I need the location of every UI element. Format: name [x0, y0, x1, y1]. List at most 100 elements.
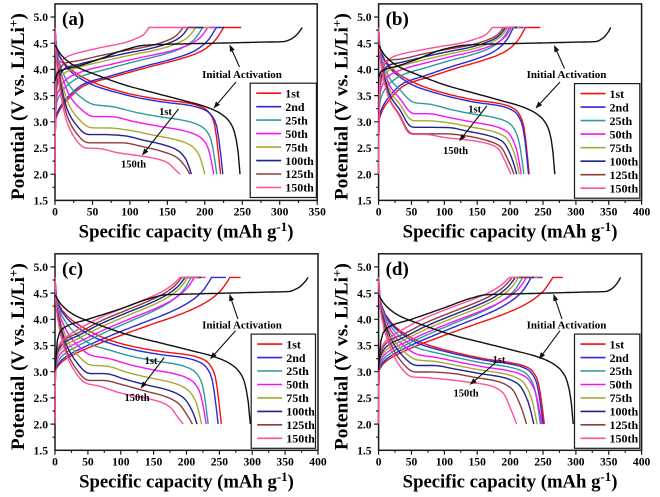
svg-text:250: 250 — [534, 455, 552, 468]
svg-text:200: 200 — [501, 205, 519, 218]
svg-text:150th: 150th — [285, 181, 314, 195]
svg-text:0: 0 — [376, 455, 382, 468]
svg-text:1st: 1st — [286, 337, 301, 351]
svg-text:4.0: 4.0 — [34, 314, 49, 327]
svg-text:0: 0 — [52, 455, 58, 468]
svg-text:(d): (d) — [386, 259, 409, 280]
svg-text:50: 50 — [406, 455, 418, 468]
svg-text:150: 150 — [469, 205, 487, 218]
svg-text:Specific capacity (mAh g-1): Specific capacity (mAh g-1) — [79, 469, 294, 492]
svg-text:1.5: 1.5 — [357, 445, 372, 458]
svg-text:1.5: 1.5 — [34, 445, 49, 458]
svg-text:250: 250 — [534, 205, 552, 218]
svg-text:75th: 75th — [610, 391, 633, 405]
svg-text:4.5: 4.5 — [34, 287, 49, 300]
svg-text:100: 100 — [112, 455, 130, 468]
svg-text:125th: 125th — [286, 418, 315, 432]
svg-text:3.5: 3.5 — [34, 340, 49, 353]
svg-text:4.5: 4.5 — [357, 37, 372, 50]
svg-text:2nd: 2nd — [286, 351, 306, 365]
svg-text:50: 50 — [406, 205, 418, 218]
svg-text:1st: 1st — [145, 356, 158, 367]
svg-text:1st: 1st — [285, 86, 300, 100]
svg-text:400: 400 — [633, 205, 651, 218]
svg-text:Potential (V vs. Li/Li+): Potential (V vs. Li/Li+) — [6, 13, 29, 200]
svg-text:4.0: 4.0 — [357, 314, 372, 327]
svg-text:Potential (V vs. Li/Li+): Potential (V vs. Li/Li+) — [329, 13, 352, 200]
svg-text:400: 400 — [309, 455, 327, 468]
svg-text:4.5: 4.5 — [34, 37, 49, 50]
svg-text:50: 50 — [82, 455, 94, 468]
svg-text:125th: 125th — [610, 168, 639, 182]
svg-text:200: 200 — [196, 205, 214, 218]
svg-text:125th: 125th — [610, 418, 639, 432]
svg-text:4.0: 4.0 — [357, 64, 372, 77]
svg-text:3.0: 3.0 — [34, 116, 49, 129]
svg-text:400: 400 — [633, 455, 651, 468]
svg-text:25th: 25th — [285, 113, 308, 127]
svg-text:3.5: 3.5 — [34, 90, 49, 103]
svg-text:Initial Activation: Initial Activation — [202, 69, 282, 81]
svg-text:2.5: 2.5 — [34, 392, 49, 405]
svg-text:1.5: 1.5 — [357, 195, 372, 208]
svg-text:100th: 100th — [610, 154, 639, 168]
svg-text:2nd: 2nd — [610, 351, 630, 365]
svg-text:50th: 50th — [286, 378, 309, 392]
svg-text:100: 100 — [436, 205, 454, 218]
svg-text:150th: 150th — [443, 146, 468, 157]
svg-text:5.0: 5.0 — [34, 11, 49, 24]
svg-text:3.0: 3.0 — [357, 116, 372, 129]
svg-text:3.0: 3.0 — [357, 366, 372, 379]
svg-text:150th: 150th — [610, 432, 639, 446]
svg-text:200: 200 — [501, 455, 519, 468]
svg-text:3.5: 3.5 — [357, 90, 372, 103]
svg-text:5.0: 5.0 — [34, 261, 49, 274]
svg-text:25th: 25th — [610, 364, 633, 378]
svg-text:1st: 1st — [468, 105, 481, 116]
svg-text:3.0: 3.0 — [34, 366, 49, 379]
svg-text:150th: 150th — [121, 160, 146, 171]
svg-text:0: 0 — [376, 205, 382, 218]
svg-text:5.0: 5.0 — [357, 261, 372, 274]
svg-text:125th: 125th — [285, 167, 314, 181]
svg-text:350: 350 — [276, 455, 294, 468]
svg-text:Potential (V vs. Li/Li+): Potential (V vs. Li/Li+) — [6, 263, 29, 450]
svg-text:75th: 75th — [610, 141, 633, 155]
svg-text:Specific capacity (mAh g-1): Specific capacity (mAh g-1) — [403, 469, 618, 492]
svg-text:Specific capacity (mAh g-1): Specific capacity (mAh g-1) — [79, 219, 294, 242]
svg-text:25th: 25th — [610, 114, 633, 128]
svg-text:150: 150 — [469, 455, 487, 468]
svg-text:250: 250 — [234, 205, 252, 218]
svg-text:Specific capacity (mAh g-1): Specific capacity (mAh g-1) — [403, 219, 618, 242]
svg-text:1st: 1st — [610, 87, 625, 101]
svg-text:100: 100 — [436, 455, 454, 468]
svg-text:(c): (c) — [62, 259, 83, 280]
svg-text:150: 150 — [159, 205, 177, 218]
svg-text:3.5: 3.5 — [357, 340, 372, 353]
svg-text:100th: 100th — [610, 405, 639, 419]
svg-text:2.5: 2.5 — [357, 142, 372, 155]
svg-text:5.0: 5.0 — [357, 11, 372, 24]
svg-text:1st: 1st — [493, 355, 506, 366]
svg-text:300: 300 — [567, 205, 585, 218]
svg-text:Potential (V vs. Li/Li+): Potential (V vs. Li/Li+) — [329, 263, 352, 450]
svg-text:150: 150 — [145, 455, 163, 468]
svg-text:2nd: 2nd — [610, 100, 630, 114]
svg-text:2nd: 2nd — [285, 100, 305, 114]
svg-text:Initial Activation: Initial Activation — [527, 320, 607, 332]
svg-text:75th: 75th — [286, 391, 309, 405]
svg-text:350: 350 — [309, 205, 327, 218]
svg-text:1st: 1st — [159, 107, 172, 118]
svg-text:300: 300 — [567, 455, 585, 468]
svg-text:50th: 50th — [285, 127, 308, 141]
svg-text:25th: 25th — [286, 364, 309, 378]
svg-text:2.0: 2.0 — [34, 418, 49, 431]
svg-text:100th: 100th — [286, 405, 315, 419]
svg-text:Initial Activation: Initial Activation — [202, 320, 282, 332]
svg-text:150th: 150th — [124, 393, 149, 404]
svg-text:150th: 150th — [286, 432, 315, 446]
svg-text:2.0: 2.0 — [34, 168, 49, 181]
svg-text:150th: 150th — [453, 389, 478, 400]
svg-text:50th: 50th — [610, 127, 633, 141]
svg-text:300: 300 — [244, 455, 262, 468]
